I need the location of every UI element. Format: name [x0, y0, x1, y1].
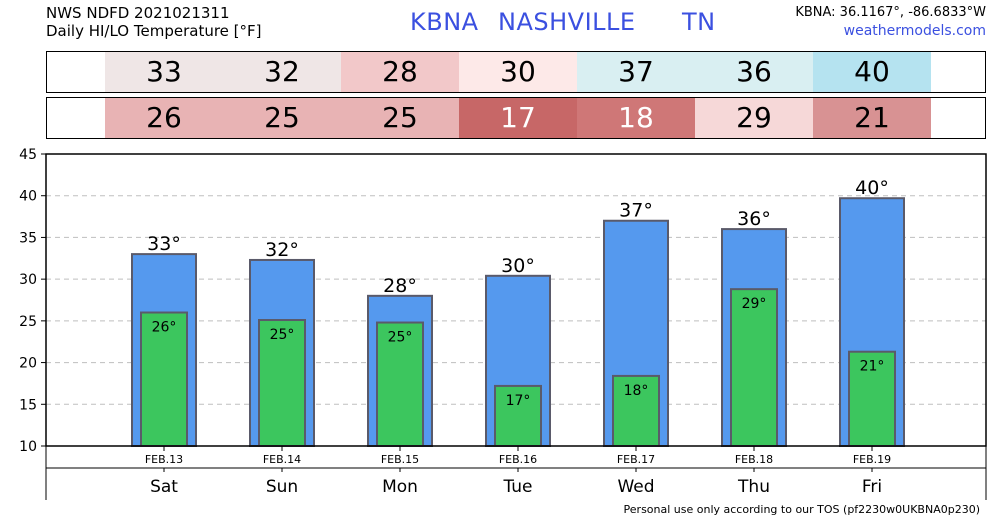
low-temp-cell-5: 29	[695, 98, 813, 138]
high-temp-cell-4: 37	[577, 52, 695, 92]
product-subtitle: Daily HI/LO Temperature [°F]	[46, 22, 262, 40]
day-label: Sat	[150, 477, 178, 497]
low-temp-cell-1: 25	[223, 98, 341, 138]
low-temp-cell-2: 25	[341, 98, 459, 138]
date-label: FEB.18	[735, 453, 773, 466]
date-label: FEB.13	[145, 453, 183, 466]
low-temp-label: 26°	[152, 320, 177, 336]
day-label: Thu	[737, 477, 770, 497]
high-temp-label: 30°	[501, 255, 535, 277]
low-temp-bar	[730, 288, 778, 448]
high-temperature-strip: 33 32 28 30 37 36 40	[46, 51, 986, 93]
station-code: KBNA	[410, 8, 479, 36]
low-temp-cell-3: 17	[459, 98, 577, 138]
high-temp-label: 32°	[265, 239, 299, 261]
high-temp-label: 37°	[619, 200, 653, 222]
high-temp-cell-0: 33	[105, 52, 223, 92]
date-label: FEB.16	[499, 453, 537, 466]
terms-footer: Personal use only according to our TOS (…	[623, 503, 980, 516]
site-link[interactable]: weathermodels.com	[843, 23, 986, 39]
temperature-chart: 10 15 20 25 30 35 40 45 33° 26° FEB.13 Sat 32° 25° FEB…	[19, 147, 987, 500]
date-label: FEB.19	[853, 453, 891, 466]
high-temp-label: 40°	[855, 177, 889, 199]
station-city: NASHVILLE	[498, 8, 636, 36]
low-temp-label: 17°	[506, 393, 531, 409]
station-state: TN	[682, 8, 716, 36]
day-label: Sun	[266, 477, 298, 497]
low-temp-bar	[140, 311, 188, 447]
y-tick-label: 15	[19, 397, 37, 413]
y-tick-label: 25	[19, 314, 37, 330]
low-temp-bar	[376, 321, 424, 448]
high-temp-cell-3: 30	[459, 52, 577, 92]
date-label: FEB.17	[617, 453, 655, 466]
date-label: FEB.14	[263, 453, 301, 466]
low-temp-bar	[612, 374, 660, 448]
y-tick-label: 35	[19, 230, 37, 246]
high-temp-cell-5: 36	[695, 52, 813, 92]
high-temp-label: 33°	[147, 233, 181, 255]
low-temp-cell-0: 26	[105, 98, 223, 138]
high-temp-cell-6: 40	[813, 52, 931, 92]
low-temp-bar	[258, 319, 306, 447]
low-temp-cell-6: 21	[813, 98, 931, 138]
low-temp-bar	[494, 384, 542, 447]
high-temp-label: 36°	[737, 208, 771, 230]
date-label: FEB.15	[381, 453, 419, 466]
day-label: Wed	[617, 477, 654, 497]
product-title: NWS NDFD 2021021311	[46, 4, 230, 22]
low-temp-label: 25°	[270, 327, 295, 343]
low-temp-label: 25°	[388, 330, 413, 346]
y-tick-label: 10	[19, 439, 37, 455]
low-temp-label: 29°	[742, 296, 767, 312]
low-temp-label: 21°	[860, 359, 885, 375]
high-temp-cell-2: 28	[341, 52, 459, 92]
plot-frame	[45, 153, 987, 447]
high-temp-cell-1: 32	[223, 52, 341, 92]
low-temperature-strip: 26 25 25 17 18 29 21	[46, 97, 986, 139]
y-tick-label: 30	[19, 272, 37, 288]
y-tick-label: 40	[19, 189, 37, 205]
y-tick-label: 20	[19, 356, 37, 372]
day-label: Mon	[382, 477, 418, 497]
low-temp-cell-4: 18	[577, 98, 695, 138]
day-label: Fri	[862, 477, 882, 497]
station-coordinates: KBNA: 36.1167°, -86.6833°W	[795, 5, 986, 20]
y-tick-label: 45	[19, 147, 37, 163]
low-temp-label: 18°	[624, 383, 649, 399]
day-label: Tue	[502, 477, 532, 497]
high-temp-label: 28°	[383, 275, 417, 297]
